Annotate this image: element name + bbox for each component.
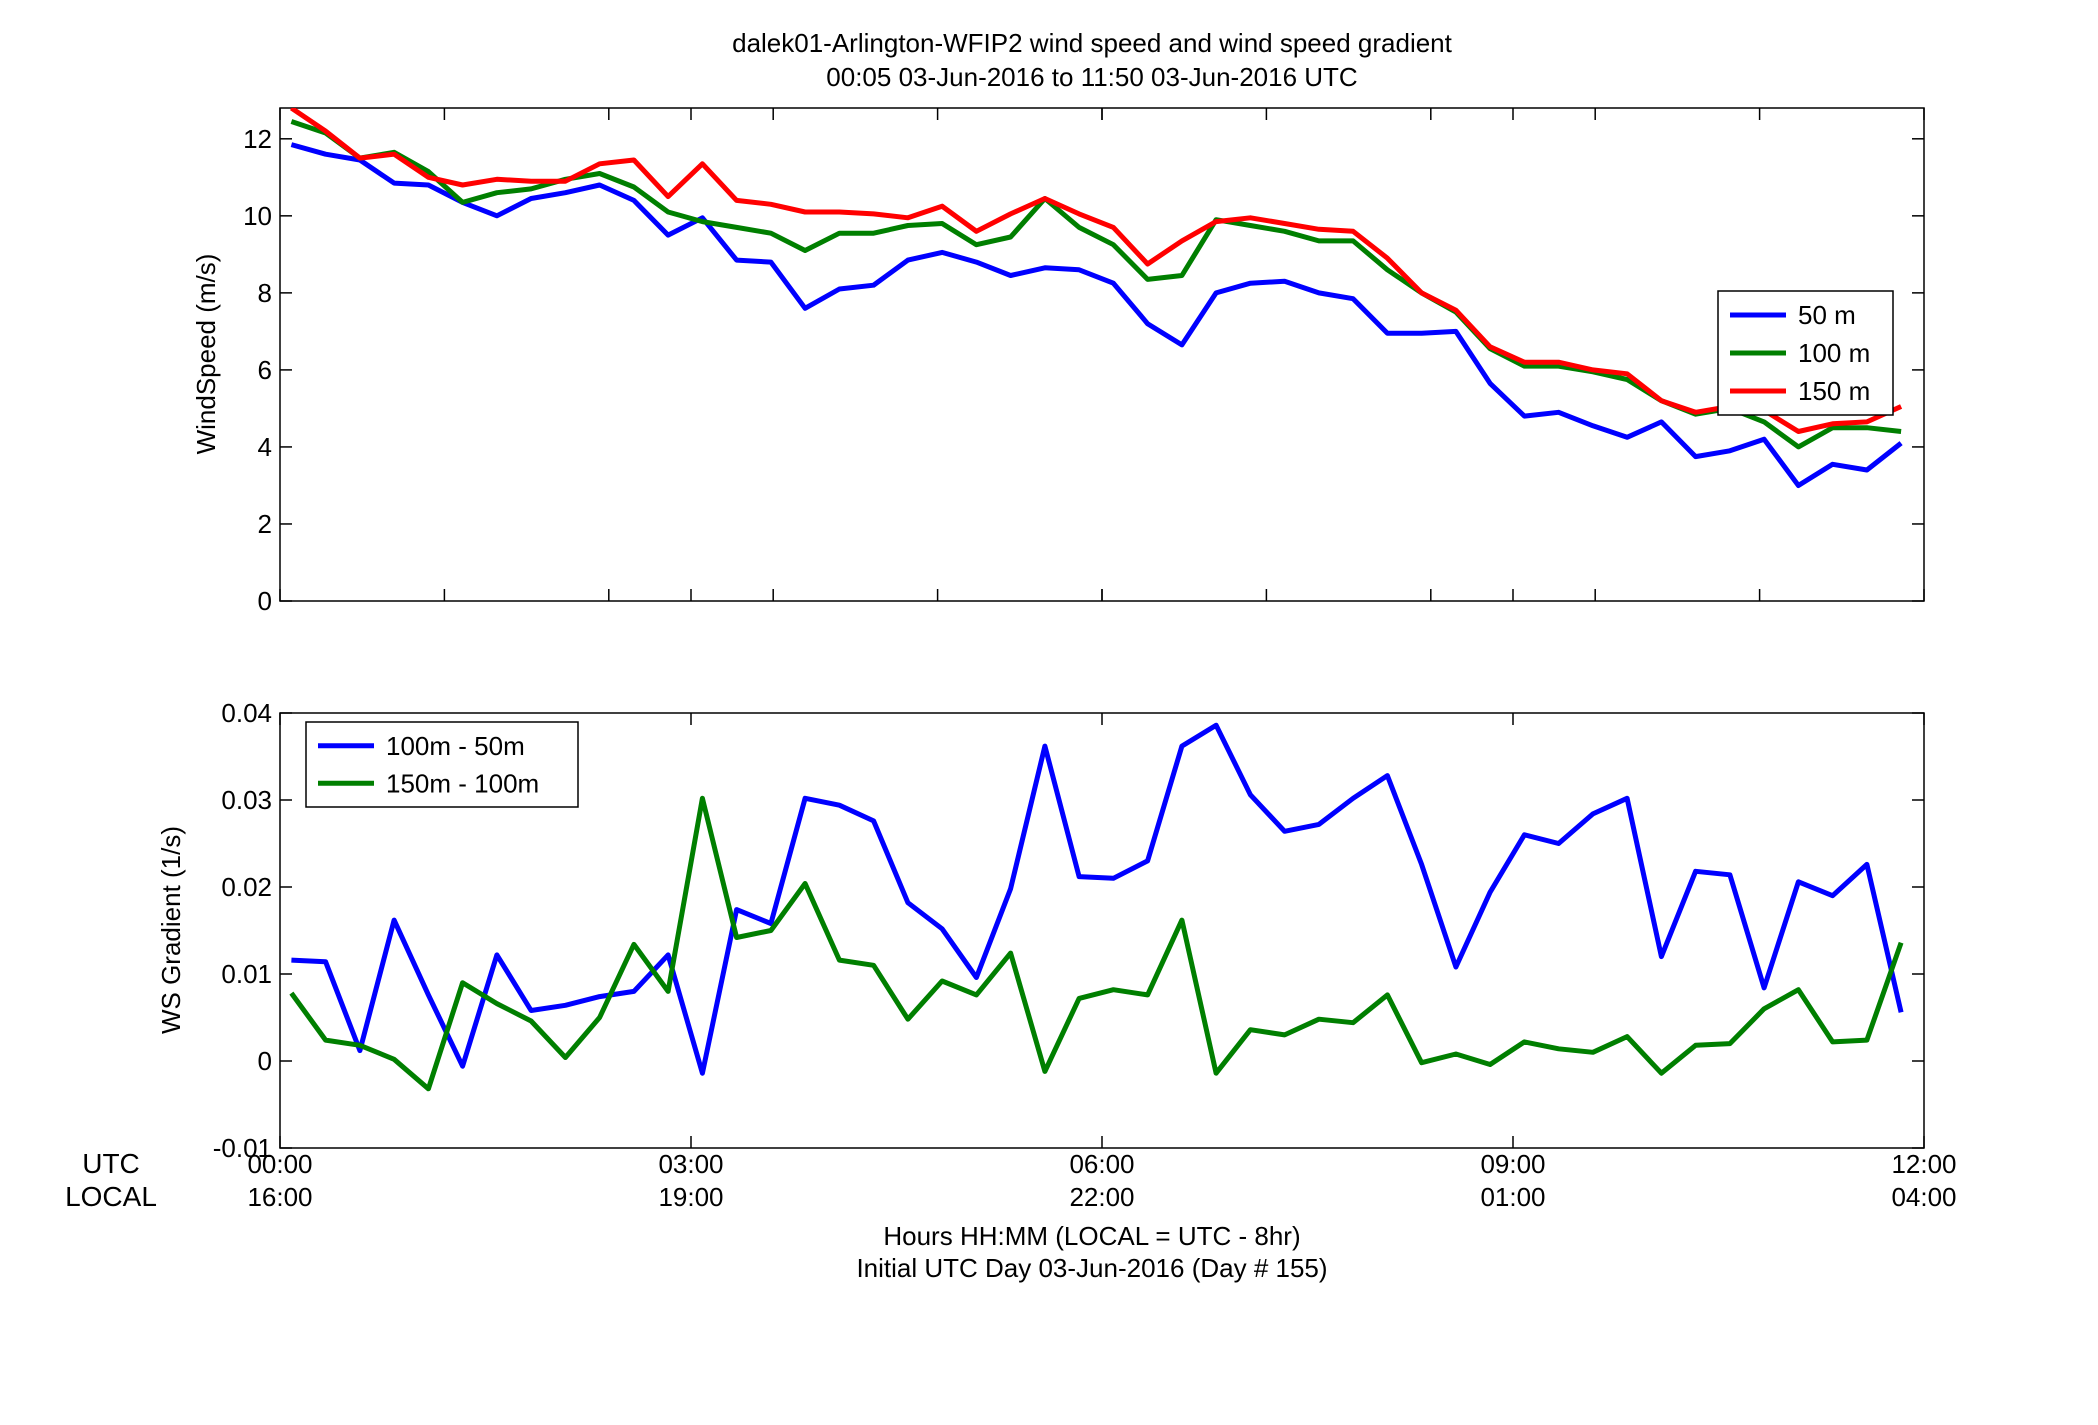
series-line-150-m (290, 108, 1903, 434)
chart-title-line2: 00:05 03-Jun-2016 to 11:50 03-Jun-2016 U… (826, 62, 1357, 92)
utc-tick-label: 03:00 (658, 1149, 723, 1179)
legend-label-150-m: 150 m (1798, 376, 1870, 406)
utc-tick-label: 12:00 (1891, 1149, 1956, 1179)
legend: 100m - 50m 150m - 100m (305, 721, 579, 808)
legend-label-100-m: 100 m (1798, 338, 1870, 368)
y-axis-label: WindSpeed (m/s) (191, 254, 221, 455)
legend-box (305, 721, 579, 808)
y-tick-label: 0.04 (221, 698, 272, 728)
y-tick-label: 0 (258, 586, 272, 616)
local-tick-label: 19:00 (658, 1182, 723, 1212)
utc-tick-label: 09:00 (1480, 1149, 1545, 1179)
y-tick-label: 6 (258, 355, 272, 385)
y-axis-label: WS Gradient (1/s) (156, 826, 186, 1034)
x-axis-label-line2: Initial UTC Day 03-Jun-2016 (Day # 155) (856, 1253, 1327, 1283)
series-line-150m-100m (289, 795, 1904, 1092)
y-tick-label: 8 (258, 278, 272, 308)
y-tick-label: 2 (258, 509, 272, 539)
legend-label-100m-50m: 100m - 50m (386, 731, 525, 761)
x-axis-label-line1: Hours HH:MM (LOCAL = UTC - 8hr) (883, 1221, 1300, 1251)
gradient-panel: -0.01 0 0.01 0.02 0.03 0.04 WS Gradient (1/s) 1… (156, 698, 1925, 1163)
y-tick-label: -0.01 (213, 1133, 272, 1163)
y-tick-label: 10 (243, 201, 272, 231)
y-tick-label: 12 (243, 124, 272, 154)
utc-row-label: UTC (82, 1148, 140, 1179)
local-tick-label: 16:00 (247, 1182, 312, 1212)
local-row-label: LOCAL (65, 1181, 157, 1212)
legend-label-150m-100m: 150m - 100m (386, 768, 539, 798)
series-line-100m-50m (291, 722, 1904, 1076)
legend: 50 m 100 m 150 m (1717, 290, 1894, 416)
local-tick-label: 04:00 (1891, 1182, 1956, 1212)
chart-title-line1: dalek01-Arlington-WFIP2 wind speed and w… (732, 28, 1453, 58)
local-tick-label: 01:00 (1480, 1182, 1545, 1212)
y-tick-label: 4 (258, 432, 272, 462)
utc-tick-label: 06:00 (1069, 1149, 1134, 1179)
y-tick-label: 0.02 (221, 872, 272, 902)
plot-area-0 (279, 107, 1925, 602)
local-tick-label: 22:00 (1069, 1182, 1134, 1212)
y-tick-label: 0.01 (221, 959, 272, 989)
utc-tick-label: 00:00 (247, 1149, 312, 1179)
series-line-50-m (290, 142, 1903, 488)
legend-label-50-m: 50 m (1798, 300, 1856, 330)
y-tick-label: 0 (258, 1046, 272, 1076)
y-tick-label: 0.03 (221, 785, 272, 815)
wind-speed-panel: 0 2 4 6 8 10 12 WindSpeed (m/s) 50 m 100 m 150 m (191, 107, 1925, 616)
